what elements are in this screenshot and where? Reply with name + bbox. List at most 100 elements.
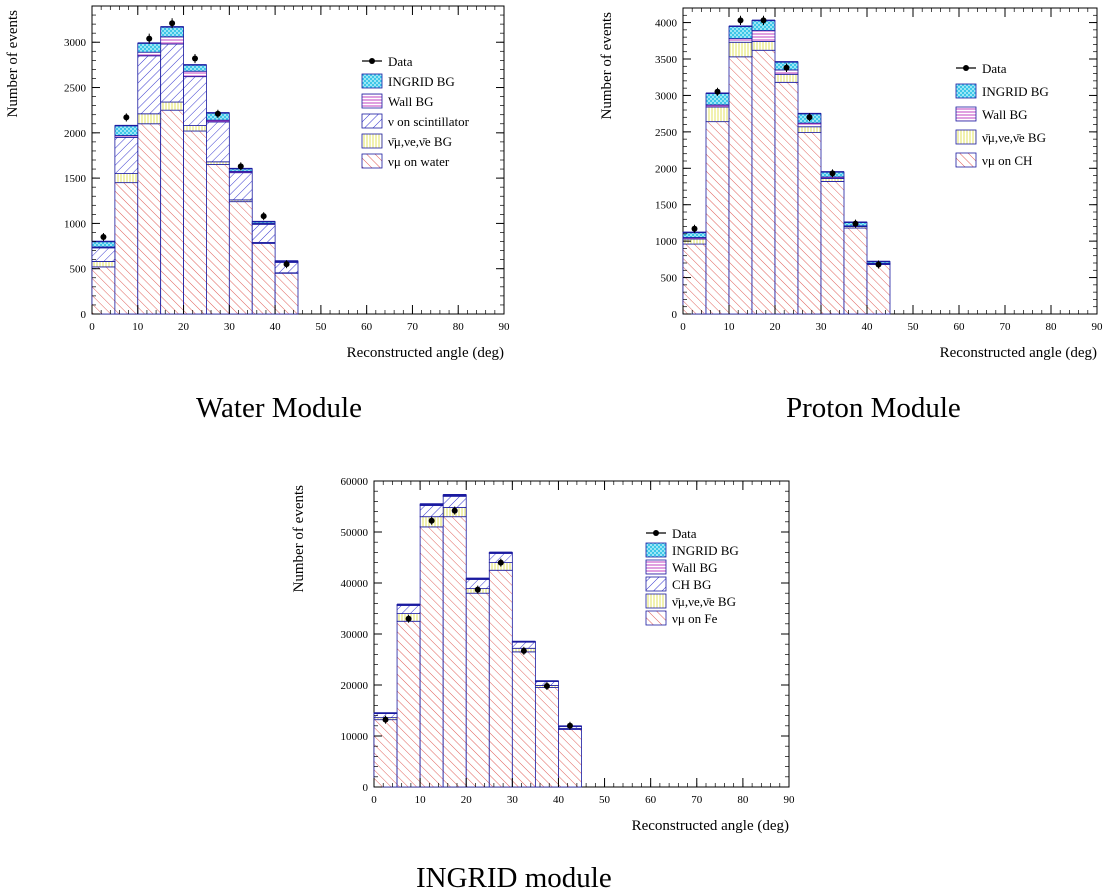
histogram-bar-scint-bin-1 xyxy=(114,136,139,174)
legend-label-5: νμ on Fe xyxy=(672,611,718,626)
xtick-label-1: 10 xyxy=(415,794,427,806)
xtick-label-8: 80 xyxy=(737,794,749,806)
ytick-label-3: 1500 xyxy=(64,173,87,185)
data-point-6 xyxy=(520,647,527,654)
ytick-label-5: 50000 xyxy=(341,527,369,539)
histogram-bar-signal-bin-0 xyxy=(91,266,116,315)
histogram-bar-ingrid-bin-2 xyxy=(728,25,753,39)
histogram-bar-scint-bin-2 xyxy=(137,55,162,115)
histogram-bar-signal-bin-7 xyxy=(843,227,868,315)
histogram-bar-bar-bin-4 xyxy=(183,125,207,132)
histogram-bar-bar-bin-3 xyxy=(751,41,776,51)
xtick-label-8: 80 xyxy=(453,321,465,333)
data-point-2 xyxy=(737,17,744,24)
data-point-4 xyxy=(192,55,198,62)
legend-label-2: Wall BG xyxy=(672,560,718,575)
legend-label-1: INGRID BG xyxy=(982,84,1049,99)
histogram-bar-wall-bin-2 xyxy=(137,51,162,57)
histogram-bar-signal-bin-3 xyxy=(751,49,776,315)
histogram-bar-scint-bin-5 xyxy=(206,121,230,163)
ingrid-module-chart: 0 10000 20000 30000 40000 50000 60000 0 10 20 30 40… xyxy=(284,468,804,845)
legend-label-0: Data xyxy=(388,54,413,69)
ytick-label-4: 2000 xyxy=(64,128,87,140)
ingrid-module-chart-svg: 0 10000 20000 30000 40000 50000 60000 0 10 20 30 40… xyxy=(291,476,795,834)
legend-marker-data xyxy=(963,65,969,71)
xtick-label-4: 40 xyxy=(270,321,282,333)
histogram-bar-wall-bin-4 xyxy=(183,70,207,78)
data-point-1 xyxy=(405,615,412,622)
histogram-bar-bar-bin-3 xyxy=(160,101,184,111)
ytick-label-4: 40000 xyxy=(341,578,369,590)
histogram-bar-ingrid-bin-0 xyxy=(91,241,116,248)
xtick-label-0: 0 xyxy=(680,321,686,333)
xtick-label-6: 60 xyxy=(361,321,373,333)
histogram-bar-wall-bin-3 xyxy=(160,36,184,45)
ytick-label-6: 3000 xyxy=(64,37,87,49)
histogram-bar-signal-bin-3 xyxy=(160,109,184,315)
legend-label-0: Data xyxy=(672,526,697,541)
xtick-label-5: 50 xyxy=(599,794,611,806)
data-point-8 xyxy=(875,261,882,268)
ytick-label-5: 2500 xyxy=(655,127,678,139)
histogram-bar-signal-bin-8 xyxy=(274,272,299,315)
xtick-label-4: 40 xyxy=(553,794,565,806)
histogram-bar-bar-bin-6 xyxy=(820,178,845,182)
xtick-label-1: 10 xyxy=(724,321,736,333)
ytick-label-1: 500 xyxy=(70,264,87,276)
ytick-label-3: 30000 xyxy=(341,629,369,641)
ytick-label-7: 3500 xyxy=(655,54,678,66)
ytick-label-3: 1500 xyxy=(655,200,678,212)
ytick-label-2: 1000 xyxy=(655,236,678,248)
xtick-label-5: 50 xyxy=(315,321,327,333)
xtick-label-9: 90 xyxy=(1092,321,1104,333)
histogram-bar-scint-bin-6 xyxy=(228,172,253,201)
histogram-bar-bar-bin-4 xyxy=(774,73,799,83)
legend-swatch-wall xyxy=(361,93,383,109)
xtick-label-2: 20 xyxy=(178,321,190,333)
legend-swatch-scint xyxy=(361,113,383,129)
histogram-bar-scint-bin-3 xyxy=(442,495,467,508)
histogram-bar-bar-bin-1 xyxy=(705,106,730,123)
legend-swatch-scint xyxy=(645,576,667,592)
data-point-1 xyxy=(714,88,721,95)
histogram-bar-ingrid-bin-4 xyxy=(183,64,207,72)
histogram-bar-wall-bin-2 xyxy=(728,38,753,43)
data-point-8 xyxy=(566,722,573,729)
data-point-5 xyxy=(806,114,813,121)
xtick-label-5: 50 xyxy=(908,321,920,333)
histogram-bar-signal-bin-7 xyxy=(534,687,559,788)
xtick-label-0: 0 xyxy=(89,321,95,333)
xtick-label-7: 70 xyxy=(1000,321,1012,333)
xtick-label-9: 90 xyxy=(499,321,511,333)
xtick-label-6: 60 xyxy=(645,794,657,806)
x-axis-label: Reconstructed angle (deg) xyxy=(940,345,1097,361)
xtick-label-2: 20 xyxy=(461,794,473,806)
x-axis-label: Reconstructed angle (deg) xyxy=(347,345,504,361)
histogram-bar-ingrid-bin-1 xyxy=(114,125,139,136)
legend-swatch-ingrid xyxy=(361,73,383,89)
xtick-label-3: 30 xyxy=(816,321,828,333)
histogram-bar-signal-bin-4 xyxy=(774,81,799,315)
histogram-bar-signal-bin-4 xyxy=(465,592,490,788)
legend-swatch-signal xyxy=(361,153,383,169)
y-axis-label: Number of events xyxy=(599,12,615,120)
histogram-bar-bar-bin-2 xyxy=(728,41,753,58)
legend-label-3: ν on scintillator xyxy=(388,114,470,129)
histogram-bar-signal-bin-5 xyxy=(206,164,230,315)
legend-swatch-ingrid xyxy=(645,542,667,558)
ytick-label-1: 10000 xyxy=(341,731,369,743)
histogram-bar-wall-bin-5 xyxy=(797,122,822,128)
histogram-bar-ingrid-bin-3 xyxy=(160,26,184,38)
ytick-label-1: 500 xyxy=(661,273,678,285)
histogram-bar-signal-bin-0 xyxy=(682,243,707,315)
histogram-bar-ingrid-bin-2 xyxy=(137,42,162,53)
histogram-bar-scint-bin-3 xyxy=(160,43,184,103)
data-point-4 xyxy=(474,586,481,593)
histogram-bar-bar-bin-5 xyxy=(206,161,230,165)
legend-label-4: νμ on CH xyxy=(982,153,1032,168)
data-point-8 xyxy=(283,261,290,268)
caption-ingrid-module: INGRID module xyxy=(416,862,612,894)
histogram-bar-signal-bin-4 xyxy=(183,130,207,315)
data-point-2 xyxy=(428,517,435,524)
data-point-3 xyxy=(760,17,767,24)
